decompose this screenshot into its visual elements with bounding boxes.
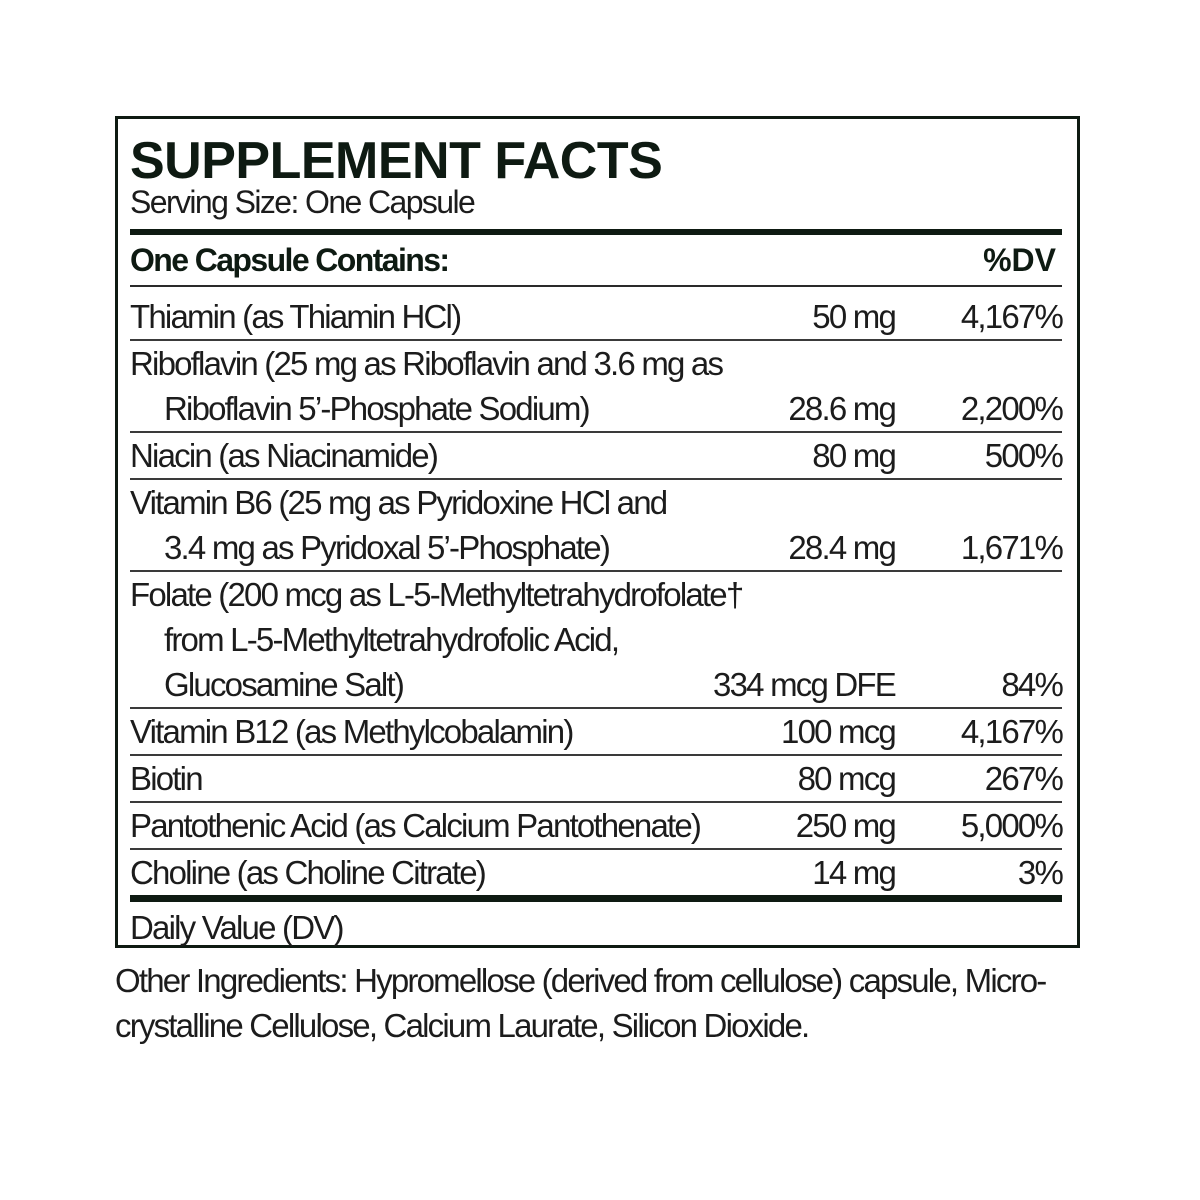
nutrient-dv: 5,000%: [960, 807, 1064, 844]
nutrient-amount: 80 mcg: [797, 760, 897, 797]
table-row: Thiamin (as Thiamin HCl) 50 mg 4,167%: [130, 287, 1064, 341]
nutrient-amount: 28.6 mg: [788, 390, 896, 427]
nutrient-dv: 84%: [1001, 666, 1063, 703]
table-row: Biotin 80 mcg 267%: [130, 756, 1064, 803]
other-ingredients-line: crystalline Cellulose, Calcium Laurate, …: [115, 1007, 810, 1044]
nutrient-amount: 334 mcg DFE: [713, 666, 897, 703]
nutrient-name: Thiamin (as Thiamin HCl): [130, 298, 462, 335]
panel-title: SUPPLEMENT FACTS: [130, 132, 663, 190]
supplement-facts-panel: SUPPLEMENT FACTS Serving Size: One Capsu…: [115, 116, 1080, 948]
header-contains: One Capsule Contains:: [130, 242, 450, 278]
nutrient-name: Choline (as Choline Citrate): [130, 854, 487, 891]
thick-divider: [130, 895, 1062, 902]
nutrient-dv: 3%: [1017, 854, 1064, 891]
nutrient-name: Riboflavin 5’-Phosphate Sodium): [164, 390, 591, 427]
table-row: Niacin (as Niacinamide) 80 mg 500%: [130, 433, 1064, 480]
nutrient-dv: 4,167%: [960, 713, 1064, 750]
nutrient-amount: 250 mg: [795, 807, 897, 844]
header-dv: %DV: [983, 242, 1056, 278]
nutrient-name: Glucosamine Salt): [164, 666, 405, 703]
nutrient-dv: 4,167%: [960, 298, 1064, 335]
table-header: One Capsule Contains: %DV: [130, 235, 1062, 287]
table-row: Choline (as Choline Citrate) 14 mg 3%: [130, 850, 1064, 895]
nutrient-name: Biotin: [130, 760, 204, 797]
thick-divider: [130, 229, 1062, 235]
nutrient-amount: 100 mcg: [781, 713, 897, 750]
serving-size: Serving Size: One Capsule: [130, 184, 476, 220]
table-row: Vitamin B12 (as Methylcobalamin) 100 mcg 4…: [130, 709, 1064, 756]
nutrient-name: from L-5-Methyltetrahydrofolic Acid,: [164, 621, 620, 658]
footnote: Daily Value (DV): [130, 909, 344, 946]
nutrient-name: Riboflavin (25 mg as Riboflavin and 3.6 …: [130, 345, 724, 382]
nutrient-amount: 28.4 mg: [788, 529, 896, 566]
table-row: Folate (200 mcg as L-5-Methyltetrahydrof…: [130, 572, 1064, 709]
nutrient-name: Niacin (as Niacinamide): [130, 437, 439, 474]
nutrient-amount: 80 mg: [812, 437, 897, 474]
nutrient-amount: 50 mg: [812, 298, 897, 335]
nutrient-name: Vitamin B12 (as Methylcobalamin): [130, 713, 574, 750]
nutrient-table: Thiamin (as Thiamin HCl) 50 mg 4,167% Ribof…: [130, 287, 1064, 895]
table-row: Pantothenic Acid (as Calcium Pantothenat…: [130, 803, 1064, 850]
nutrient-name: Pantothenic Acid (as Calcium Pantothenat…: [130, 807, 702, 844]
nutrient-name: 3.4 mg as Pyridoxal 5’-Phosphate): [164, 529, 611, 566]
table-row: Riboflavin (25 mg as Riboflavin and 3.6 …: [130, 341, 1064, 433]
nutrient-dv: 267%: [984, 760, 1064, 797]
nutrient-name: Folate (200 mcg as L-5-Methyltetrahydrof…: [130, 576, 744, 613]
nutrient-dv: 500%: [984, 437, 1064, 474]
nutrient-dv: 2,200%: [960, 390, 1064, 427]
nutrient-dv: 1,671%: [960, 529, 1064, 566]
nutrient-amount: 14 mg: [812, 854, 897, 891]
other-ingredients: Other Ingredients: Hypromellose (derived…: [115, 958, 1085, 1048]
table-row: Vitamin B6 (25 mg as Pyridoxine HCl and 3…: [130, 480, 1064, 572]
other-ingredients-line: Other Ingredients: Hypromellose (derived…: [115, 962, 1047, 999]
nutrient-name: Vitamin B6 (25 mg as Pyridoxine HCl and: [130, 484, 668, 521]
